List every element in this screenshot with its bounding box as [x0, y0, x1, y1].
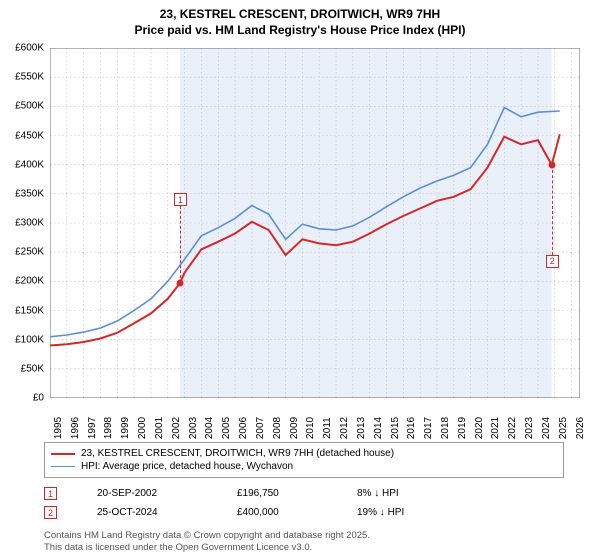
- chart-title: 23, KESTREL CRESCENT, DROITWICH, WR9 7HH…: [0, 0, 600, 38]
- event-marker: 1: [44, 487, 57, 500]
- x-tick-label: 2022: [507, 417, 518, 439]
- x-tick-label: 2021: [490, 417, 501, 439]
- x-tick-label: 2018: [440, 417, 451, 439]
- x-tick-label: 2025: [558, 417, 569, 439]
- x-tick-label: 2004: [204, 417, 215, 439]
- x-tick-label: 2016: [406, 417, 417, 439]
- event-marker: 2: [44, 506, 57, 519]
- x-tick-label: 2001: [154, 417, 165, 439]
- x-tick-label: 2026: [575, 417, 586, 439]
- footer-line1: Contains HM Land Registry data © Crown c…: [44, 530, 370, 542]
- x-tick-label: 2005: [221, 417, 232, 439]
- x-tick-label: 2015: [390, 417, 401, 439]
- x-tick-label: 1996: [70, 417, 81, 439]
- x-tick-label: 2007: [255, 417, 266, 439]
- x-tick-label: 2017: [423, 417, 434, 439]
- x-tick-label: 1998: [103, 417, 114, 439]
- x-axis: 1995 1996 1997 1998 1999 2000 2001 2002 2003 2004…: [50, 398, 580, 438]
- y-tick-label: £50K: [21, 363, 44, 374]
- y-tick-label: £450K: [15, 130, 44, 141]
- event-date: 20-SEP-2002: [97, 488, 237, 499]
- y-tick-label: £250K: [15, 247, 44, 258]
- chart-marker-2: 2: [546, 255, 559, 268]
- chart-svg: [50, 48, 580, 398]
- x-tick-label: 2012: [339, 417, 350, 439]
- y-tick-label: £550K: [15, 72, 44, 83]
- x-tick-label: 2023: [524, 417, 535, 439]
- x-tick-label: 2003: [188, 417, 199, 439]
- x-tick-label: 2002: [171, 417, 182, 439]
- y-tick-label: £600K: [15, 43, 44, 54]
- y-tick-label: £400K: [15, 159, 44, 170]
- event-delta: 8% ↓ HPI: [357, 488, 477, 499]
- y-axis: £0£50K£100K£150K£200K£250K£300K£350K£400…: [0, 48, 48, 398]
- title-line2: Price paid vs. HM Land Registry's House …: [0, 22, 600, 38]
- title-line1: 23, KESTREL CRESCENT, DROITWICH, WR9 7HH: [0, 6, 600, 22]
- chart-container: 23, KESTREL CRESCENT, DROITWICH, WR9 7HH…: [0, 0, 600, 560]
- event-price: £196,750: [237, 488, 357, 499]
- footer-line2: This data is licensed under the Open Gov…: [44, 542, 370, 554]
- x-tick-label: 2009: [289, 417, 300, 439]
- y-tick-label: £300K: [15, 218, 44, 229]
- event-row: 1 20-SEP-2002£196,7508% ↓ HPI: [44, 484, 564, 503]
- chart-marker-1: 1: [174, 193, 187, 206]
- legend-row: HPI: Average price, detached house, Wych…: [51, 460, 557, 473]
- x-tick-label: 1997: [87, 417, 98, 439]
- legend-swatch: [51, 453, 75, 455]
- y-tick-label: £0: [33, 393, 44, 404]
- legend-row: 23, KESTREL CRESCENT, DROITWICH, WR9 7HH…: [51, 447, 557, 460]
- y-tick-label: £500K: [15, 101, 44, 112]
- x-tick-label: 2024: [541, 417, 552, 439]
- x-tick-label: 2019: [457, 417, 468, 439]
- legend-label: 23, KESTREL CRESCENT, DROITWICH, WR9 7HH…: [81, 448, 394, 459]
- x-tick-label: 2020: [474, 417, 485, 439]
- event-row: 2 25-OCT-2024£400,00019% ↓ HPI: [44, 503, 564, 522]
- events-table: 1 20-SEP-2002£196,7508% ↓ HPI 2 25-OCT-2024…: [44, 484, 564, 522]
- y-tick-label: £100K: [15, 334, 44, 345]
- event-delta: 19% ↓ HPI: [357, 507, 477, 518]
- y-tick-label: £150K: [15, 305, 44, 316]
- x-tick-label: 1995: [53, 417, 64, 439]
- x-tick-label: 2000: [137, 417, 148, 439]
- y-tick-label: £200K: [15, 276, 44, 287]
- legend-label: HPI: Average price, detached house, Wych…: [81, 461, 293, 472]
- event-date: 25-OCT-2024: [97, 507, 237, 518]
- legend: 23, KESTREL CRESCENT, DROITWICH, WR9 7HH…: [44, 442, 564, 478]
- footer-note: Contains HM Land Registry data © Crown c…: [44, 530, 370, 554]
- x-tick-label: 1999: [120, 417, 131, 439]
- plot-area: 12: [50, 48, 580, 398]
- x-tick-label: 2010: [305, 417, 316, 439]
- legend-swatch: [51, 466, 75, 467]
- x-tick-label: 2008: [272, 417, 283, 439]
- x-tick-label: 2011: [322, 417, 333, 439]
- y-tick-label: £350K: [15, 188, 44, 199]
- x-tick-label: 2014: [373, 417, 384, 439]
- x-tick-label: 2013: [356, 417, 367, 439]
- x-tick-label: 2006: [238, 417, 249, 439]
- event-price: £400,000: [237, 507, 357, 518]
